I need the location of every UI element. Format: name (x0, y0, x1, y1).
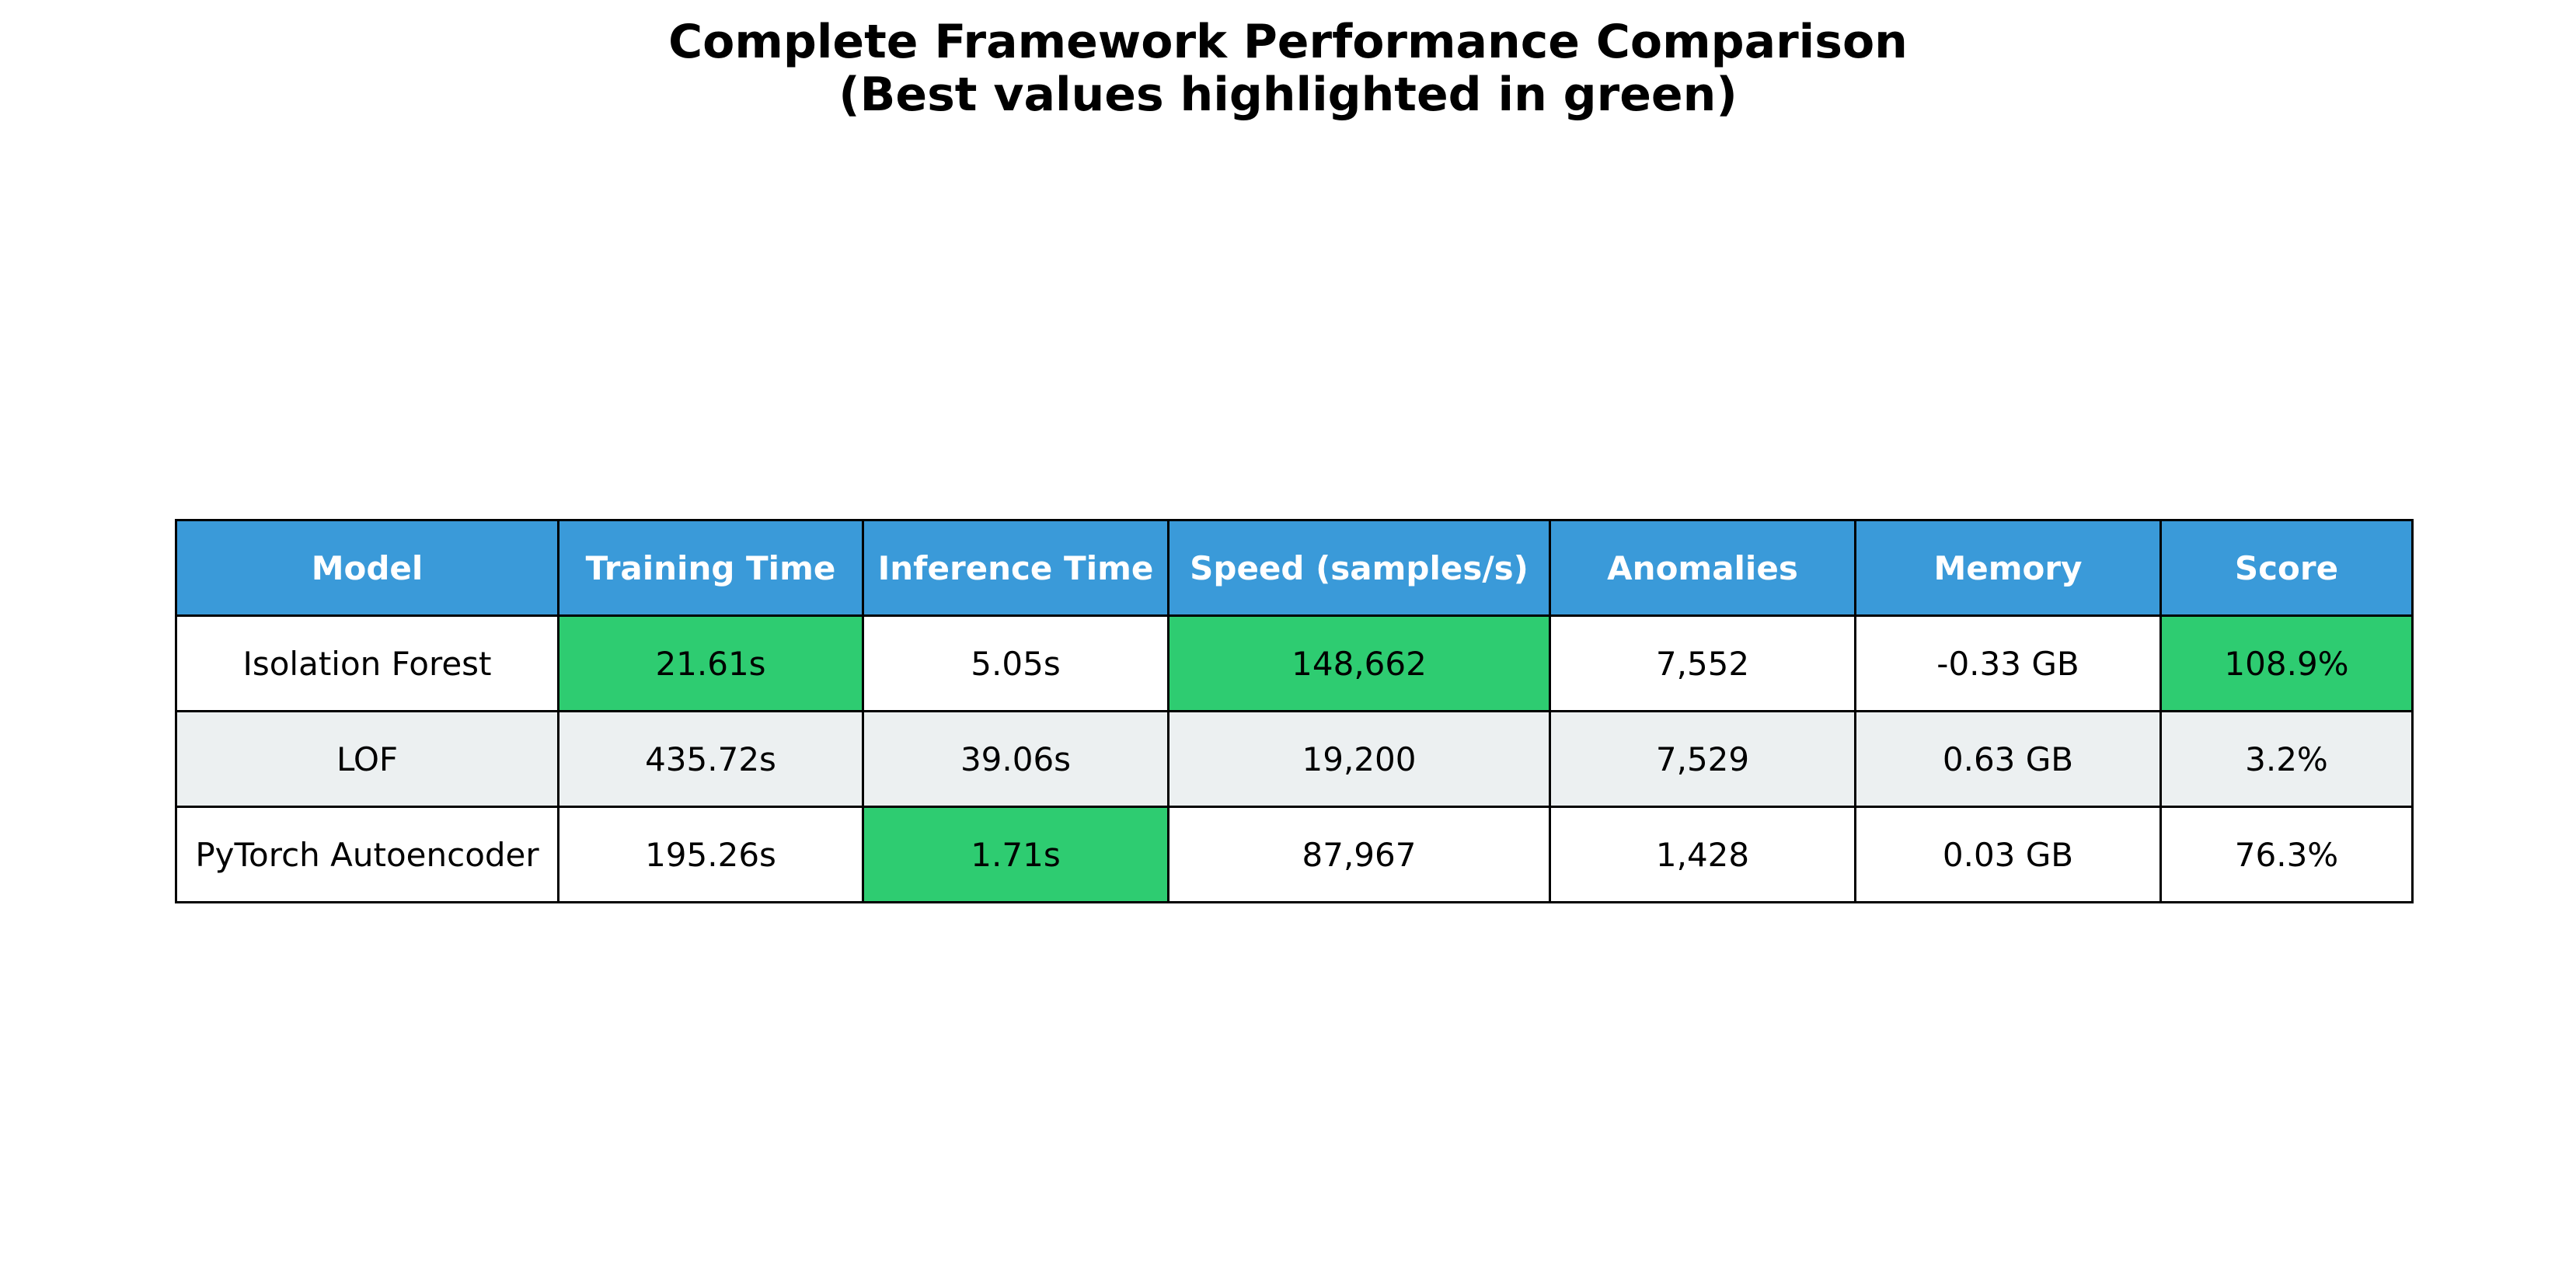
table-cell-model: Isolation Forest (175, 614, 559, 712)
table-row: Isolation Forest 21.61s 5.05s 148,662 7,552-… (175, 614, 2414, 712)
table-cell-training-time: 21.61s (557, 614, 864, 712)
table-cell-training-time: 195.26s (557, 806, 864, 903)
column-header-inference-time: Inference Time (862, 519, 1169, 617)
table-cell-speed-samples-s: 19,200 (1167, 710, 1551, 808)
table-cell-model: PyTorch Autoencoder (175, 806, 559, 903)
table-cell-memory: -0.33 GB (1854, 614, 2162, 712)
table-cell-speed-samples-s: 87,967 (1167, 806, 1551, 903)
table-cell-inference-time: 39.06s (862, 710, 1169, 808)
table-cell-score: 76.3% (2159, 806, 2414, 903)
column-header-speed-samples-s: Speed (samples/s) (1167, 519, 1551, 617)
table-cell-training-time: 435.72s (557, 710, 864, 808)
table-header-row: Model Training Time Inference Time Speed (s… (175, 519, 2414, 617)
table-cell-anomalies: 7,552 (1549, 614, 1856, 712)
table-cell-model: LOF (175, 710, 559, 808)
table-cell-anomalies: 7,529 (1549, 710, 1856, 808)
chart-title: Complete Framework Performance Compariso… (0, 16, 2576, 121)
table-cell-inference-time: 5.05s (862, 614, 1169, 712)
chart-title-line-2: (Best values highlighted in green) (838, 68, 1738, 122)
table-cell-memory: 0.03 GB (1854, 806, 2162, 903)
chart-title-line-1: Complete Framework Performance Compariso… (668, 15, 1908, 69)
column-header-model: Model (175, 519, 559, 617)
table-cell-inference-time: 1.71s (862, 806, 1169, 903)
table-cell-score: 108.9% (2159, 614, 2414, 712)
table-row: PyTorch Autoencoder 195.26s 1.71s 87,967 1,4… (175, 806, 2414, 903)
column-header-anomalies: Anomalies (1549, 519, 1856, 617)
table-cell-score: 3.2% (2159, 710, 2414, 808)
table-cell-anomalies: 1,428 (1549, 806, 1856, 903)
column-header-memory: Memory (1854, 519, 2162, 617)
column-header-score: Score (2159, 519, 2414, 617)
table-row: LOF 435.72s 39.06s 19,200 7,529 0.63 GB 3.2% (175, 710, 2414, 808)
table-body: Isolation Forest 21.61s 5.05s 148,662 7,552-… (175, 614, 2414, 903)
table-cell-memory: 0.63 GB (1854, 710, 2162, 808)
comparison-table: Model Training Time Inference Time Speed (s… (175, 519, 2414, 903)
table-cell-speed-samples-s: 148,662 (1167, 614, 1551, 712)
column-header-training-time: Training Time (557, 519, 864, 617)
